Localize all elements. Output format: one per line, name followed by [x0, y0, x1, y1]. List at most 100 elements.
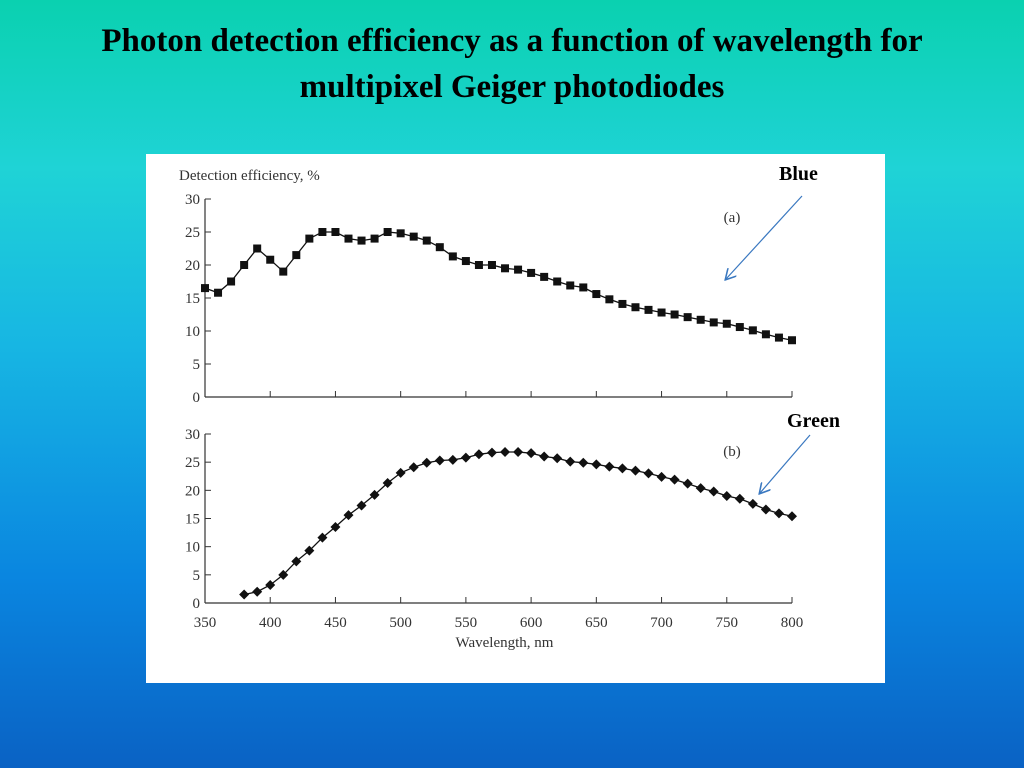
data-point-a [435, 243, 444, 252]
x-tick-label-b: 750 [716, 615, 739, 631]
data-point-a [292, 251, 301, 260]
green-arrow [760, 434, 811, 493]
data-point-a [357, 236, 366, 245]
y-tick-label-b: 25 [185, 455, 200, 471]
y-tick-label-a: 5 [193, 357, 201, 373]
series-line-a [204, 231, 793, 341]
y-tick-label-a: 10 [185, 324, 200, 340]
data-point-b [695, 483, 706, 494]
x-tick-label-b: 350 [194, 615, 217, 631]
data-point-a [788, 336, 796, 345]
data-point-b [252, 586, 263, 597]
data-point-a [448, 252, 457, 261]
data-point-b [643, 468, 654, 479]
data-point-b [669, 474, 680, 485]
data-point-b [552, 453, 563, 464]
data-point-b [734, 493, 745, 504]
data-point-a [670, 310, 679, 319]
data-point-b [630, 465, 641, 476]
slide-title-line-1: Photon detection efficiency as a functio… [101, 23, 923, 59]
y-tick-label-a: 25 [185, 225, 200, 241]
data-point-a [722, 319, 731, 328]
y-tick-label-a: 30 [185, 192, 200, 208]
chart-figure: 0 5 10 15 20 25 30 Detection efficiency, % (a) 0 5… [146, 154, 885, 683]
data-point-a [409, 232, 418, 241]
data-point-b [539, 451, 550, 462]
data-point-a [474, 261, 483, 269]
data-point-b [278, 569, 289, 580]
data-point-b [708, 486, 719, 497]
y-tick-label-a: 0 [193, 390, 201, 406]
data-point-b [291, 556, 302, 567]
data-point-a [605, 295, 614, 304]
data-point-a [553, 277, 562, 286]
data-point-a [631, 303, 640, 312]
data-point-b [617, 463, 628, 474]
data-point-a [683, 313, 692, 322]
y-tick-label-b: 10 [185, 540, 200, 556]
data-point-a [383, 228, 392, 236]
data-point-a [501, 264, 510, 273]
data-point-a [540, 272, 549, 281]
green-label: Green [787, 410, 840, 432]
data-point-b [330, 521, 341, 532]
data-point-b [787, 511, 797, 522]
data-point-b [304, 545, 315, 556]
data-point-a [514, 265, 523, 274]
data-point-b [317, 532, 328, 543]
data-point-b [447, 454, 458, 465]
y-tick-label-b: 0 [193, 596, 201, 612]
data-point-b [473, 449, 484, 460]
data-point-a [735, 323, 744, 332]
x-tick-label-b: 700 [650, 615, 673, 631]
data-point-b [486, 447, 497, 458]
data-point-a [214, 288, 223, 297]
data-point-a [618, 299, 627, 308]
blue-label: Blue [779, 163, 818, 185]
data-point-b [760, 504, 771, 515]
data-point-a [240, 261, 249, 269]
data-point-a [370, 234, 379, 243]
data-point-a [644, 305, 653, 314]
x-tick-label-b: 600 [520, 615, 543, 631]
x-tick-label-b: 500 [389, 615, 412, 631]
series-line-b [243, 451, 793, 596]
data-point-a [527, 268, 536, 277]
data-point-b [721, 490, 732, 501]
y-tick-label-b: 15 [185, 512, 200, 528]
data-point-a [761, 330, 770, 339]
data-point-b [343, 510, 354, 521]
data-point-a [396, 229, 405, 238]
data-point-b [356, 500, 367, 511]
data-point-b [591, 459, 602, 470]
y-tick-label-a: 15 [185, 291, 200, 307]
y-tick-label-b: 5 [193, 568, 201, 584]
data-point-a [279, 267, 288, 276]
data-point-b [408, 462, 419, 473]
data-point-a [774, 333, 783, 342]
data-point-b [513, 447, 524, 458]
panel-label-b: (b) [723, 444, 741, 460]
data-point-a [487, 261, 496, 269]
data-point-b [434, 455, 445, 466]
slide-title: Photon detection efficiency as a functio… [0, 18, 1024, 110]
data-point-b [265, 579, 276, 590]
y-tick-label-b: 20 [185, 483, 200, 499]
data-point-a [318, 228, 327, 236]
data-point-a [344, 234, 353, 243]
data-point-a [227, 277, 236, 286]
data-point-a [331, 228, 340, 236]
data-point-b [526, 448, 537, 459]
blue-arrow [726, 195, 803, 279]
x-tick-label-b: 450 [324, 615, 347, 631]
data-point-a [422, 236, 431, 245]
data-point-b [578, 457, 589, 468]
data-point-b [565, 456, 576, 467]
data-point-a [461, 257, 470, 266]
y-tick-label-b: 30 [185, 427, 200, 443]
data-point-a [253, 244, 262, 253]
data-point-b [604, 461, 615, 472]
data-point-b [382, 478, 393, 489]
data-point-b [773, 508, 784, 519]
data-point-b [460, 452, 471, 463]
